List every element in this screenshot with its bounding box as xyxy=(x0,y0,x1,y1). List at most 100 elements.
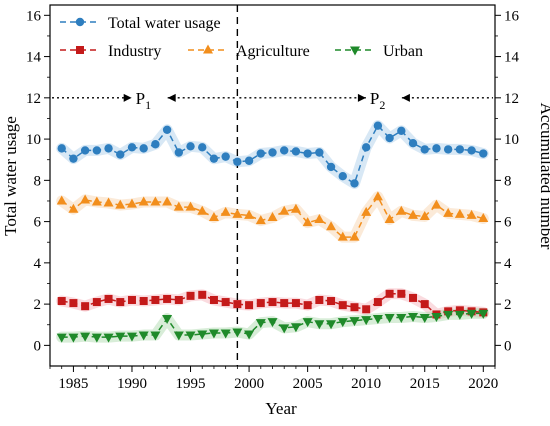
data-point xyxy=(291,299,300,308)
data-point xyxy=(373,298,382,307)
y2-tick-label: 10 xyxy=(504,132,519,148)
data-point xyxy=(314,214,325,224)
data-point xyxy=(162,196,173,206)
data-point xyxy=(91,196,102,206)
data-point xyxy=(314,320,325,330)
data-point xyxy=(81,302,90,311)
data-point xyxy=(92,298,101,307)
data-point xyxy=(209,154,219,163)
y-tick-label: 10 xyxy=(26,132,41,148)
data-point xyxy=(104,294,113,303)
data-point xyxy=(302,318,313,328)
data-point xyxy=(326,162,336,172)
data-point xyxy=(303,301,312,310)
data-point xyxy=(431,199,442,209)
data-point xyxy=(420,145,429,154)
data-point xyxy=(467,146,476,155)
data-point xyxy=(396,205,407,215)
legend-marker xyxy=(350,46,360,56)
data-point xyxy=(361,316,372,326)
data-point xyxy=(126,198,137,208)
data-point xyxy=(162,315,173,325)
data-point xyxy=(268,148,277,157)
data-point xyxy=(80,146,90,155)
data-point xyxy=(69,154,78,163)
legend-marker xyxy=(75,17,85,27)
legend-item: Agriculture xyxy=(188,43,310,60)
y-tick-label: 12 xyxy=(26,91,41,107)
data-point xyxy=(80,194,91,204)
change-point-label: P2 xyxy=(370,89,385,112)
series-urban xyxy=(56,309,489,343)
data-point xyxy=(303,149,312,158)
y-axis-title: Total water usage xyxy=(1,116,20,236)
data-point xyxy=(69,299,78,308)
data-point xyxy=(255,319,266,329)
data-point xyxy=(384,214,395,224)
data-point xyxy=(279,205,290,215)
x-axis-title: Year xyxy=(265,399,297,418)
arrow-head xyxy=(123,93,132,102)
data-point xyxy=(350,179,359,188)
data-point xyxy=(409,293,418,302)
data-point xyxy=(221,298,230,307)
data-point xyxy=(361,206,372,216)
data-point xyxy=(56,195,67,205)
data-point xyxy=(454,208,465,218)
data-point xyxy=(267,318,278,328)
data-point xyxy=(174,295,183,304)
data-point xyxy=(372,315,383,325)
arrow-head xyxy=(401,93,410,102)
change-point-sub: 1 xyxy=(145,98,151,112)
data-point xyxy=(466,309,477,319)
data-point xyxy=(186,142,195,151)
data-point xyxy=(80,332,91,342)
x-axis: 1985 1990 1995 2000 2005 2010 2015 2020 xyxy=(49,366,498,392)
data-point xyxy=(290,323,301,333)
arrow-head xyxy=(167,93,176,102)
data-point xyxy=(350,303,359,312)
y2-tick-label: 4 xyxy=(504,256,512,272)
data-point xyxy=(173,201,184,211)
data-point xyxy=(150,331,161,341)
data-point xyxy=(103,333,114,343)
y2-tick-label: 14 xyxy=(504,50,520,66)
data-point xyxy=(173,331,184,341)
legend-item: Urban xyxy=(335,43,423,60)
data-point xyxy=(432,144,441,153)
data-point xyxy=(56,333,67,343)
data-point xyxy=(68,333,79,343)
series-group xyxy=(56,121,489,343)
data-point xyxy=(302,217,313,227)
series-agriculture xyxy=(56,191,489,241)
data-point xyxy=(419,314,430,324)
data-point xyxy=(361,143,371,152)
data-point xyxy=(315,295,324,304)
data-point xyxy=(290,203,301,213)
data-point xyxy=(244,209,255,219)
data-point xyxy=(327,297,336,306)
data-point xyxy=(185,331,196,341)
data-point xyxy=(443,145,453,154)
change-point-main: P xyxy=(136,89,145,108)
data-point xyxy=(397,126,406,136)
change-point-sub: 2 xyxy=(379,98,385,112)
data-point xyxy=(256,149,265,158)
data-point xyxy=(268,298,277,307)
data-point xyxy=(349,231,360,241)
legend-item: Industry xyxy=(60,43,161,60)
data-point xyxy=(104,144,113,153)
data-point xyxy=(116,150,125,159)
data-point xyxy=(267,211,278,221)
data-point xyxy=(233,300,242,309)
data-point xyxy=(478,213,489,223)
data-point xyxy=(408,209,419,219)
y-tick-label: 14 xyxy=(26,50,42,66)
data-point xyxy=(315,148,324,157)
data-point xyxy=(466,209,477,219)
y-tick-label: 6 xyxy=(34,215,42,231)
x-tick-label: 2005 xyxy=(293,376,323,392)
data-point xyxy=(244,330,255,340)
y-tick-label: 8 xyxy=(34,173,42,189)
